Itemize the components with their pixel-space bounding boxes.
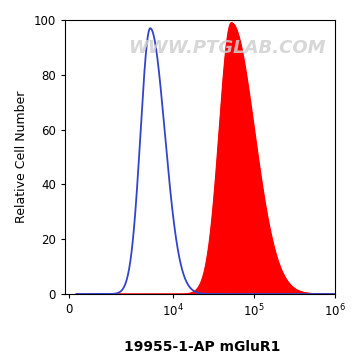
Text: 19955-1-AP mGluR1: 19955-1-AP mGluR1 (124, 340, 280, 354)
Text: WWW.PTGLAB.COM: WWW.PTGLAB.COM (128, 39, 326, 57)
Y-axis label: Relative Cell Number: Relative Cell Number (15, 91, 28, 223)
